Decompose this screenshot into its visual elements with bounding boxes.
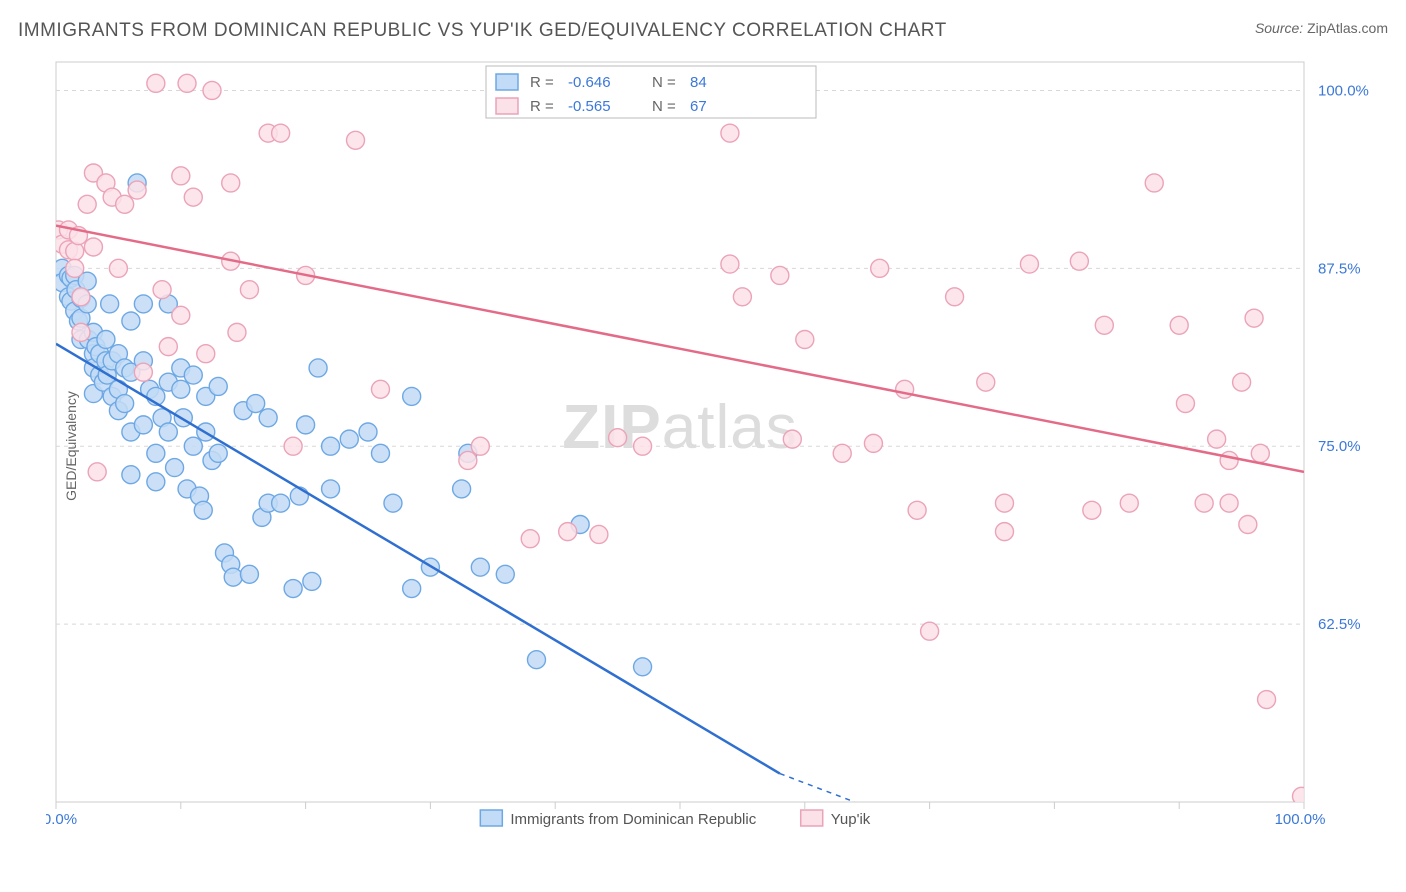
y-tick-label: 75.0% [1318, 438, 1361, 455]
legend-label-yupik: Yup'ik [831, 811, 871, 828]
source-value: ZipAtlas.com [1307, 20, 1388, 36]
page-title: IMMIGRANTS FROM DOMINICAN REPUBLIC VS YU… [18, 20, 947, 42]
x-max-label: 100.0% [1275, 811, 1326, 828]
svg-text:-0.646: -0.646 [568, 74, 611, 91]
svg-text:67: 67 [690, 98, 707, 115]
svg-text:R =: R = [530, 98, 554, 115]
source-label: Source: [1255, 20, 1303, 36]
svg-text:R =: R = [530, 74, 554, 91]
y-tick-label: 62.5% [1318, 616, 1361, 633]
y-tick-label: 100.0% [1318, 82, 1369, 99]
svg-text:-0.565: -0.565 [568, 98, 611, 115]
stats-legend: R = -0.646 N = 84 R = -0.565 N = 67 [486, 66, 816, 118]
svg-text:84: 84 [690, 74, 707, 91]
legend-label-dominican: Immigrants from Dominican Republic [510, 811, 756, 828]
source-credit: Source: ZipAtlas.com [1255, 20, 1388, 36]
correlation-scatter-chart: 62.5%75.0%87.5%100.0%ZIPatlasR =-0.646N … [46, 56, 1386, 836]
y-axis-label: GED/Equivalency [63, 391, 79, 501]
y-tick-label: 87.5% [1318, 260, 1361, 277]
svg-text:N =: N = [652, 74, 676, 91]
x-min-label: 0.0% [46, 811, 77, 828]
svg-text:N =: N = [652, 98, 676, 115]
